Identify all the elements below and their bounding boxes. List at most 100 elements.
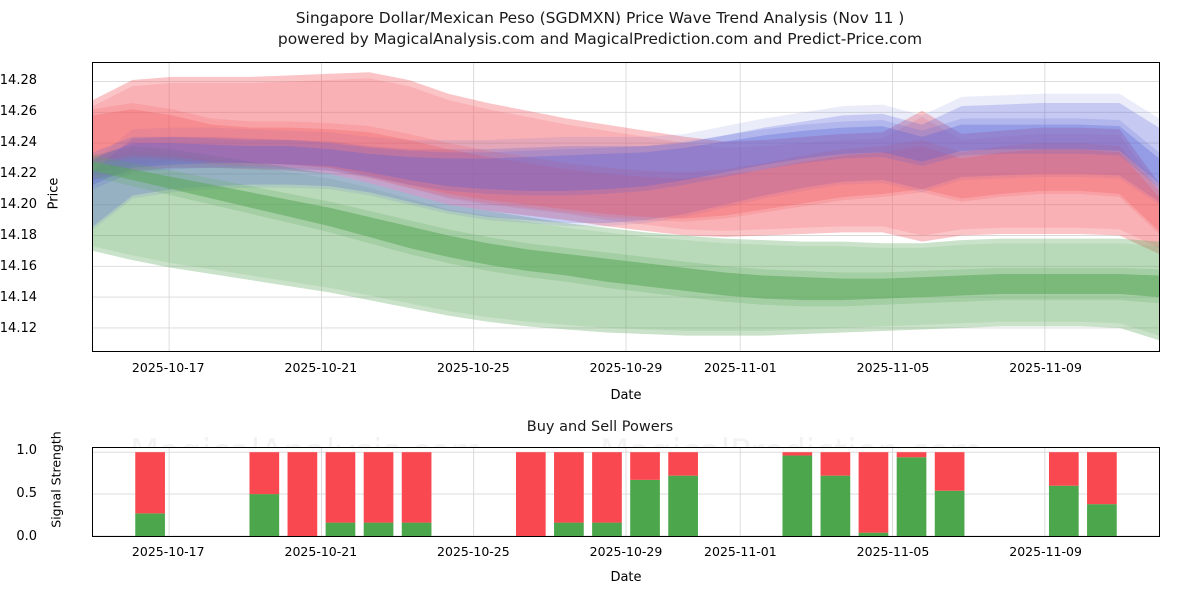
sell-power-segment [668, 452, 698, 476]
green-inner-band [93, 161, 1159, 301]
buy-power-segment [896, 457, 927, 536]
blue-inner-band-2 [93, 118, 1159, 196]
signal-x-tick: 2025-10-17 [131, 544, 205, 559]
signal-axis-y-label: Signal Strength [48, 431, 64, 528]
blue-inner-band [93, 124, 1159, 191]
sell-power-segment [135, 452, 165, 514]
sell-power-segment [401, 452, 432, 523]
sell-power-segment [630, 452, 660, 480]
price-wave-svg [93, 63, 1159, 351]
signal-bar [363, 452, 394, 536]
red-outer-band [93, 72, 1159, 254]
buy-power-segment [668, 475, 698, 536]
signal-chart-title: Buy and Sell Powers [526, 419, 674, 435]
price-x-tick: 2025-11-09 [1009, 360, 1082, 375]
signal-x-tick: 2025-10-21 [284, 544, 358, 559]
price-x-tick: 2025-10-29 [589, 360, 663, 375]
price-axis-x-label: Date [610, 388, 642, 403]
signal-bar [287, 452, 318, 536]
red-inner-band-2 [93, 103, 1159, 234]
sell-power-segment [1048, 452, 1079, 486]
price-y-tick: 14.16 [0, 258, 37, 274]
sell-power-segment [515, 452, 546, 536]
buy-sell-powers-svg [93, 448, 1159, 536]
sell-power-segment [934, 452, 965, 491]
sell-power-segment [325, 452, 356, 523]
price-x-tick: 2025-10-21 [284, 360, 358, 375]
buy-power-segment [325, 522, 356, 536]
signal-bar [135, 452, 165, 536]
signal-bar [668, 452, 698, 536]
sell-power-segment [554, 452, 584, 523]
price-y-tick: 14.28 [0, 72, 37, 88]
signal-bar [249, 452, 280, 536]
price-y-tick: 14.26 [0, 103, 37, 119]
signal-bar [630, 452, 660, 536]
sell-power-segment [363, 452, 394, 523]
sell-power-segment [287, 452, 318, 536]
red-outer-band-shadow [93, 78, 1159, 248]
signal-bar [858, 452, 889, 536]
page-title: Singapore Dollar/Mexican Peso (SGDMXN) P… [295, 9, 905, 27]
signal-bar [1048, 452, 1079, 536]
price-y-tick: 14.22 [0, 165, 37, 181]
page-subtitle: powered by MagicalAnalysis.com and Magic… [277, 30, 923, 48]
price-y-tick: 14.14 [0, 289, 37, 305]
signal-bar [554, 452, 584, 536]
buy-power-segment [249, 494, 280, 536]
buy-power-segment [135, 513, 165, 536]
buy-power-segment [592, 522, 622, 536]
price-x-tick: 2025-11-05 [856, 360, 930, 375]
price-y-tick: 14.18 [0, 227, 37, 243]
signal-bar [820, 452, 851, 536]
signal-y-tick: 0.0 [16, 529, 37, 544]
blue-outer-band [93, 103, 1159, 227]
sell-power-segment [249, 452, 280, 495]
buy-power-segment [934, 490, 965, 536]
signal-bar [401, 452, 432, 536]
sell-power-segment [820, 452, 851, 476]
price-wave-chart [92, 62, 1160, 352]
buy-power-segment [1048, 485, 1079, 536]
signal-x-tick: 2025-10-25 [437, 544, 510, 559]
blue-outer-band-shadow [93, 93, 1159, 230]
buy-power-segment [401, 522, 432, 536]
buy-power-segment [630, 479, 660, 536]
price-x-tick: 2025-10-25 [437, 360, 510, 375]
signal-bar [592, 452, 622, 536]
price-y-tick: 14.24 [0, 134, 37, 150]
sell-power-segment [1087, 452, 1117, 505]
buy-power-segment [782, 455, 813, 536]
signal-bar [1087, 452, 1117, 536]
sell-power-segment [858, 452, 889, 533]
price-x-tick: 2025-11-01 [704, 360, 777, 375]
signal-x-tick: 2025-11-09 [1009, 544, 1082, 559]
price-x-tick: 2025-10-17 [131, 360, 205, 375]
buy-power-segment [858, 532, 889, 536]
sell-power-segment [592, 452, 622, 523]
signal-x-tick: 2025-10-29 [589, 544, 663, 559]
signal-axis-x-label: Date [610, 570, 642, 585]
signal-x-tick: 2025-11-01 [704, 544, 777, 559]
signal-y-tick: 1.0 [16, 443, 37, 459]
signal-bar [896, 452, 927, 536]
signal-bar [515, 452, 546, 536]
signal-bar [934, 452, 965, 536]
chart-title-block: Singapore Dollar/Mexican Peso (SGDMXN) P… [0, 8, 1200, 50]
red-inner-band [93, 109, 1159, 231]
buy-power-segment [363, 522, 394, 536]
buy-sell-powers-chart [92, 447, 1160, 537]
buy-power-segment [1087, 504, 1117, 536]
signal-bar [782, 452, 813, 536]
sell-power-segment [896, 452, 927, 458]
sell-power-segment [782, 452, 813, 456]
price-y-tick: 14.20 [0, 196, 37, 212]
buy-power-segment [820, 475, 851, 536]
signal-bar [325, 452, 356, 536]
price-axis-y-label: Price [46, 177, 62, 210]
green-inner-band-2 [93, 155, 1159, 307]
price-y-tick: 14.12 [0, 320, 37, 336]
buy-power-segment [554, 522, 584, 536]
signal-x-tick: 2025-11-05 [856, 544, 930, 559]
